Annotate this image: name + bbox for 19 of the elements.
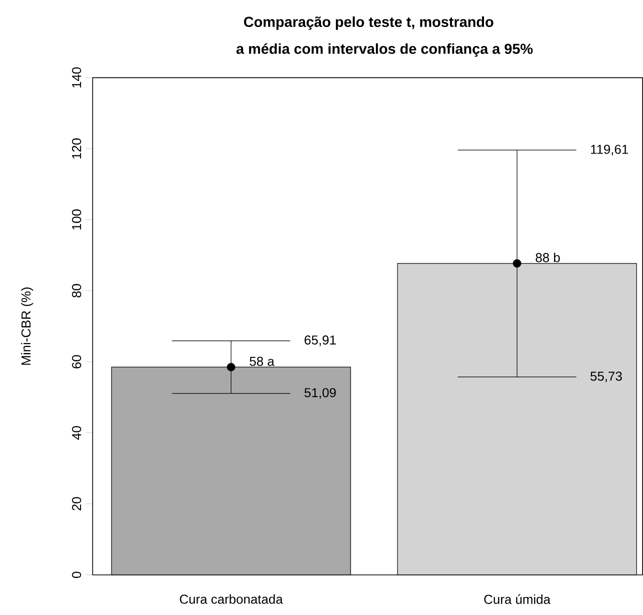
chart-subtitle: a média com intervalos de confiança a 95%: [236, 43, 533, 57]
data-label: 88 b: [536, 252, 560, 262]
y-tick-label: 60: [72, 355, 82, 368]
y-tick-label: 80: [72, 284, 82, 298]
y-tick-label: 20: [72, 497, 82, 511]
y-axis-title: Mini-CBR (%): [21, 288, 34, 365]
annotation: 55,73: [590, 372, 622, 382]
y-tick-label: 40: [72, 426, 82, 440]
y-tick-label: 100: [72, 210, 82, 230]
chart-title: Comparação pelo teste t, mostrando: [244, 16, 494, 30]
y-tick-label: 0: [72, 572, 82, 578]
x-tick-label: Cura carbonatada: [180, 594, 283, 604]
data-label: 58 a: [250, 356, 274, 366]
y-tick-label: 120: [72, 138, 82, 159]
annotation: 119,61: [590, 144, 628, 156]
annotation: 65,91: [304, 336, 336, 346]
annotation: 51,09: [304, 388, 336, 399]
x-tick-label: Cura úmida: [484, 594, 551, 604]
y-tick-label: 140: [72, 68, 82, 88]
